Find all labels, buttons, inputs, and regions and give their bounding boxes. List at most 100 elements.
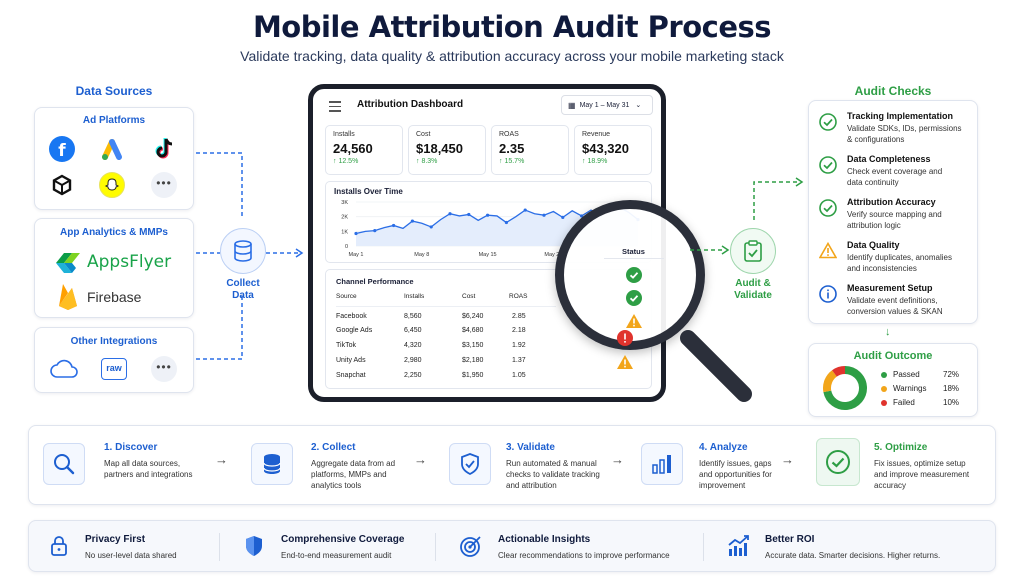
data-point[interactable]	[373, 229, 377, 233]
check-title: Data Completeness	[847, 154, 931, 164]
cell-source: Facebook	[336, 313, 367, 320]
check-circle-icon	[819, 199, 837, 222]
kpi-installs: Installs 24,560 ↑ 12.5%	[325, 125, 403, 175]
step-title: 2. Collect	[311, 442, 356, 453]
benefit-title: Comprehensive Coverage	[281, 534, 405, 545]
step-collect: 2. Collect Aggregate data from ad platfor…	[311, 442, 421, 491]
firebase-label: Firebase	[87, 289, 142, 305]
column-cost: Cost	[462, 293, 476, 300]
donut-slice-passed	[823, 366, 867, 410]
cell-installs: 4,320	[404, 342, 422, 349]
status-warning-icon	[625, 313, 643, 334]
benefit-desc: Accurate data. Smarter decisions. Higher…	[765, 551, 941, 560]
data-point[interactable]	[392, 223, 396, 228]
benefit-coverage: Comprehensive Coverage End-to-end measur…	[281, 534, 404, 560]
cell-cost: $3,150	[462, 342, 484, 349]
kpi-cost: Cost $18,450 ↑ 8.3%	[408, 125, 486, 175]
channel-performance-card: Channel Performance Source Installs Cost…	[325, 269, 652, 389]
table-row[interactable]: Google Ads 6,450 $4,680 2.18	[336, 321, 556, 341]
audit-label-line1: Audit &	[735, 278, 771, 289]
step-desc: and opportunities for	[699, 470, 772, 479]
kpi-label: Revenue	[582, 131, 611, 138]
collect-label-line2: Data	[232, 290, 254, 301]
column-roas: ROAS	[509, 293, 528, 300]
kpi-roas: ROAS 2.35 ↑ 15.7%	[491, 125, 569, 175]
cell-installs: 8,560	[404, 313, 422, 320]
table-row[interactable]: Snapchat 2,250 $1,950 1.05	[336, 366, 556, 386]
step-discover: 1. Discover Map all data sources, partner…	[104, 442, 224, 480]
benefit-insights: Actionable Insights Clear recommendation…	[498, 534, 670, 560]
chevron-down-icon: ⌄	[635, 102, 642, 109]
status-error-icon	[617, 330, 633, 351]
menu-icon[interactable]	[329, 101, 341, 112]
more-icon[interactable]: •••	[151, 172, 177, 198]
cell-source: Google Ads	[336, 327, 373, 334]
step-desc: Run automated & manual	[506, 459, 597, 468]
date-range-select[interactable]: ▦ May 1 – May 31 ⌄	[561, 95, 653, 115]
legend-pct: 10%	[943, 398, 960, 407]
check-attribution-accuracy: Attribution Accuracy Verify source mappi…	[819, 197, 979, 231]
page-subtitle: Validate tracking, data quality & attrib…	[240, 48, 784, 64]
cell-roas: 1.05	[512, 372, 526, 379]
kpi-revenue: Revenue $43,320 ↑ 18.9%	[574, 125, 652, 175]
check-tracking-implementation: Tracking Implementation Validate SDKs, I…	[819, 111, 979, 145]
analytics-title: App Analytics & MMPs	[60, 227, 168, 238]
arrow-right-icon: →	[611, 452, 624, 467]
firebase-icon	[57, 282, 79, 315]
table-row[interactable]: Facebook 8,560 $6,240 2.85	[336, 306, 556, 326]
cell-cost: $4,680	[462, 327, 484, 334]
table-row[interactable]: Unity Ads 2,980 $2,180 1.37	[336, 351, 556, 371]
data-point[interactable]	[542, 213, 546, 217]
arrow-right-icon: →	[215, 452, 228, 467]
check-desc: Check event coverage and	[847, 167, 943, 176]
target-icon	[459, 534, 483, 563]
magnifier-handle	[680, 330, 752, 402]
benefit-desc: No user-level data shared	[85, 551, 177, 560]
y-tick-label: 3K	[341, 200, 348, 206]
kpi-label: Installs	[333, 131, 355, 138]
installs-chart-title: Installs Over Time	[334, 187, 403, 196]
legend-dot	[881, 372, 887, 378]
data-sources-title: Data Sources	[75, 84, 153, 98]
tiktok-icon	[151, 136, 177, 162]
data-point[interactable]	[354, 231, 358, 236]
data-point[interactable]	[561, 215, 565, 219]
legend-label: Passed	[893, 370, 920, 379]
collect-data-label: Collect Data	[210, 278, 276, 302]
search-icon	[43, 443, 85, 485]
ad-platforms-card: Ad Platforms f •••	[34, 107, 194, 210]
analytics-card: App Analytics & MMPs AppsFlyer Firebase	[34, 218, 194, 318]
data-point[interactable]	[429, 225, 433, 229]
check-title: Measurement Setup	[847, 283, 933, 293]
raw-icon: raw	[101, 358, 127, 380]
legend-label: Failed	[893, 398, 915, 407]
data-point[interactable]	[486, 213, 490, 217]
check-desc: Validate SDKs, IDs, permissions	[847, 124, 962, 133]
check-title: Data Quality	[847, 240, 900, 250]
channel-performance-title: Channel Performance	[336, 277, 414, 286]
data-point[interactable]	[410, 219, 414, 223]
cell-cost: $6,240	[462, 313, 484, 320]
arrow-down-icon: ↓	[885, 326, 891, 338]
data-point[interactable]	[448, 212, 452, 216]
check-circle-icon	[819, 113, 837, 136]
appsflyer-logo-icon	[53, 249, 83, 282]
data-point[interactable]	[523, 208, 527, 212]
shield-check-icon	[449, 443, 491, 485]
status-header: Status	[622, 247, 645, 256]
step-desc: analytics tools	[311, 481, 362, 490]
table-body: Facebook 8,560 $6,240 2.85 Google Ads 6,450 $…	[336, 306, 556, 388]
footer-benefits-bar: Privacy First No user-level data shared …	[28, 520, 996, 572]
more-integrations-icon[interactable]: •••	[151, 356, 177, 382]
kpi-value: $43,320	[582, 141, 629, 156]
data-point[interactable]	[504, 220, 508, 225]
data-point[interactable]	[467, 212, 471, 217]
table-row[interactable]: TikTok 4,320 $3,150 1.92	[336, 336, 556, 356]
collect-label-line1: Collect	[226, 278, 260, 289]
check-desc: conversion values & SKAN	[847, 307, 943, 316]
column-installs: Installs	[404, 293, 425, 300]
status-warning-icon	[616, 354, 634, 375]
step-desc: partners and integrations	[104, 470, 193, 479]
step-desc: improvement	[699, 481, 746, 490]
legend-label: Warnings	[893, 384, 927, 393]
